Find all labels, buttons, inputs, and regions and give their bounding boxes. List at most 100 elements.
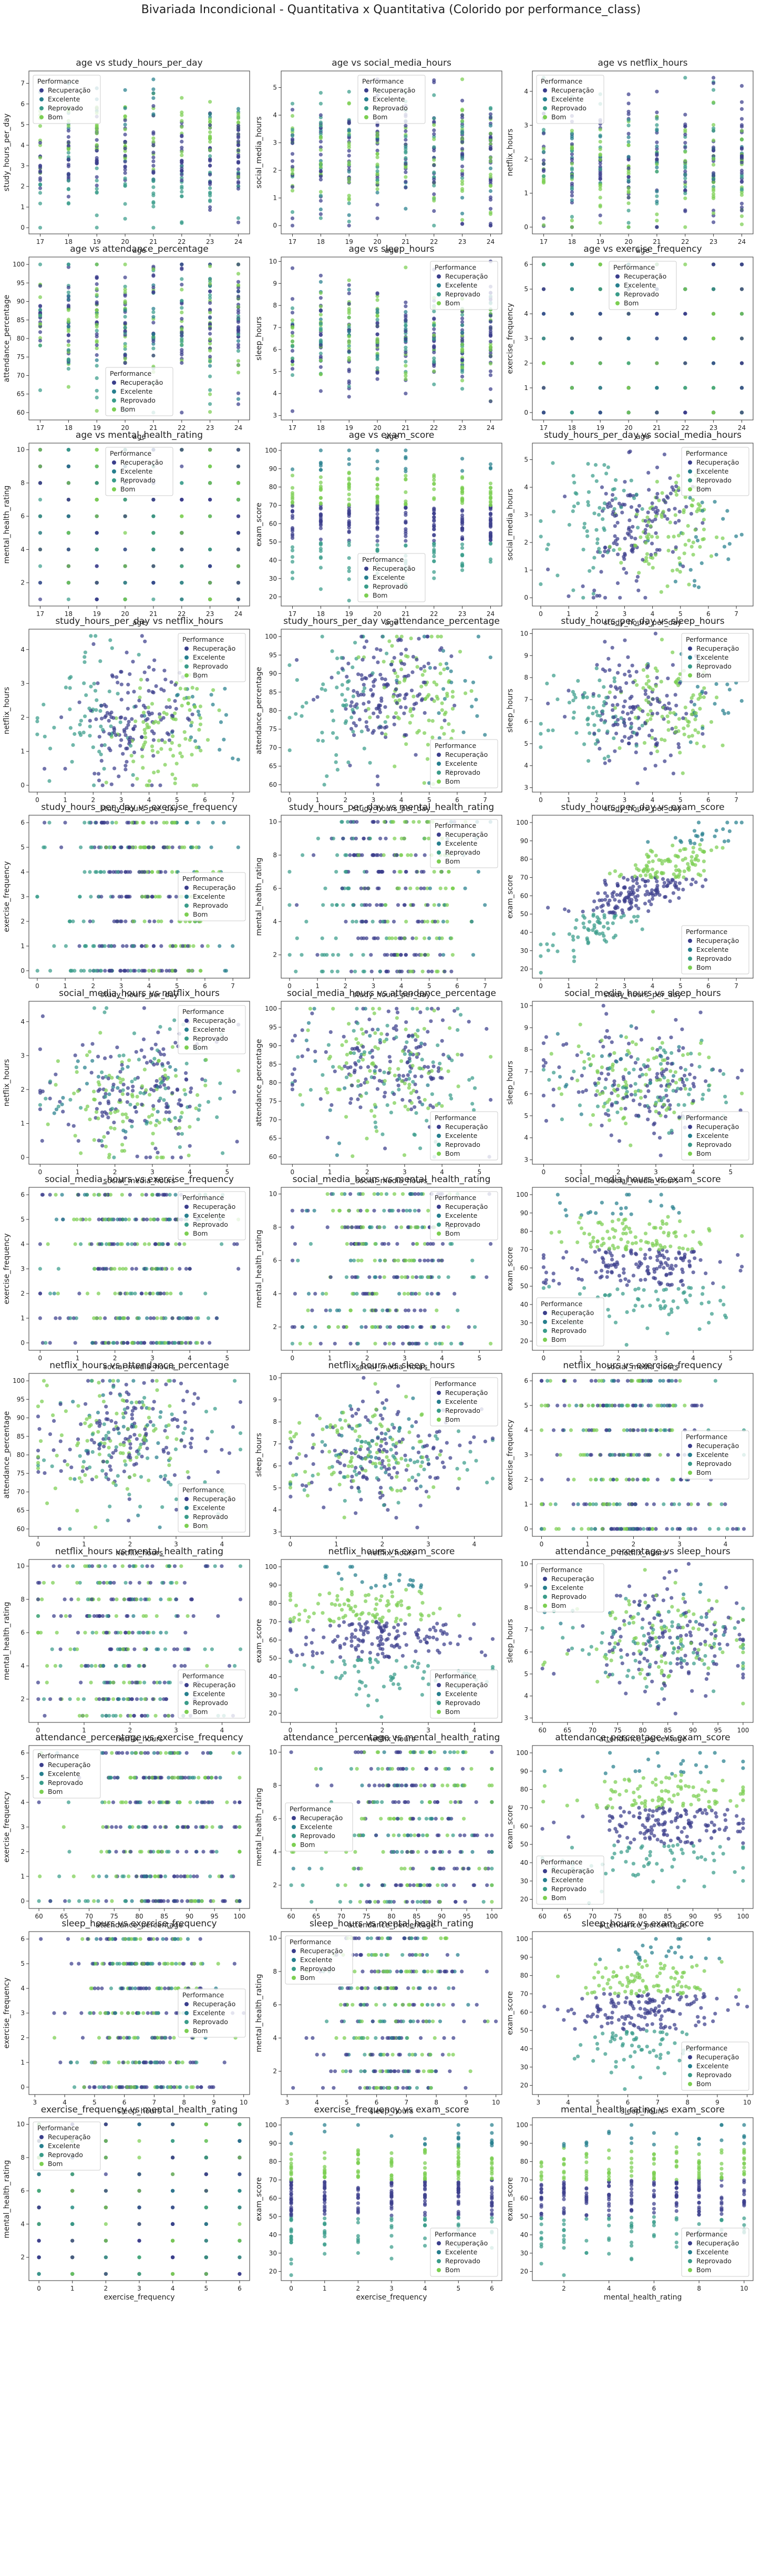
scatter-point	[699, 561, 704, 566]
scatter-point	[375, 169, 379, 173]
scatter-point	[316, 738, 321, 743]
scatter-point	[290, 509, 295, 514]
scatter-point	[402, 734, 407, 738]
scatter-point	[66, 109, 70, 114]
scatter-point	[655, 891, 659, 895]
legend-label: Bom	[445, 857, 460, 865]
scatter-point	[189, 845, 193, 849]
scatter-point	[642, 741, 647, 745]
scatter-point	[318, 541, 323, 546]
scatter-point	[541, 224, 546, 228]
scatter-point	[570, 142, 574, 146]
legend-marker	[364, 106, 368, 110]
x-tick-label: 6	[455, 796, 459, 804]
scatter-point	[626, 158, 631, 162]
scatter-point	[236, 116, 241, 120]
chart-title: age vs attendance_percentage	[70, 244, 208, 254]
scatter-point	[432, 146, 436, 150]
scatter-point	[186, 969, 190, 973]
x-axis-label: study_hours_per_day	[604, 619, 682, 627]
scatter-point	[371, 731, 375, 735]
scatter-point	[430, 969, 434, 973]
legend-label: Excelente	[120, 387, 153, 395]
scatter-point	[349, 836, 354, 840]
scatter-point	[334, 936, 338, 940]
scatter-point	[123, 114, 127, 118]
scatter-point	[357, 853, 362, 857]
scatter-point	[156, 721, 161, 725]
y-tick-label: 65	[269, 763, 277, 770]
scatter-point	[488, 136, 493, 141]
y-tick-label: 6	[273, 885, 277, 892]
scatter-point	[683, 188, 687, 192]
scatter-point	[38, 154, 43, 158]
scatter-point	[450, 690, 455, 694]
scatter-point	[693, 717, 697, 722]
scatter-point	[739, 175, 744, 179]
scatter-point	[375, 151, 379, 156]
scatter-point	[157, 712, 162, 716]
scatter-point	[38, 481, 43, 485]
legend-marker	[112, 381, 116, 385]
scatter-point	[598, 336, 602, 341]
y-tick-label: 6	[524, 261, 528, 268]
scatter-point	[379, 696, 384, 701]
scatter-point	[82, 969, 86, 973]
scatter-point	[447, 679, 451, 683]
scatter-point	[347, 325, 351, 330]
scatter-point	[38, 514, 43, 518]
scatter-point	[347, 349, 351, 354]
scatter-point	[197, 676, 201, 680]
scatter-point	[236, 481, 241, 485]
scatter-point	[315, 695, 320, 699]
scatter-point	[394, 953, 398, 957]
scatter-point	[123, 325, 127, 330]
scatter-point	[739, 173, 744, 177]
scatter-point	[123, 481, 127, 485]
scatter-point	[66, 531, 70, 535]
scatter-point	[352, 689, 356, 693]
scatter-point	[132, 690, 136, 694]
scatter-point	[626, 262, 631, 266]
scatter-point	[208, 564, 212, 568]
scatter-point	[648, 686, 652, 690]
scatter-point	[404, 156, 408, 160]
scatter-point	[598, 134, 602, 138]
scatter-point	[347, 198, 351, 202]
scatter-point	[187, 718, 191, 722]
scatter-point	[635, 683, 639, 687]
scatter-point	[393, 953, 397, 957]
scatter-point	[379, 725, 383, 730]
y-tick-label: 80	[17, 335, 25, 342]
x-tick-label: 19	[596, 424, 604, 432]
scatter-point	[598, 187, 602, 191]
scatter-point	[700, 500, 704, 505]
scatter-point	[139, 735, 144, 739]
scatter-point	[449, 736, 454, 741]
scatter-point	[236, 171, 241, 176]
scatter-point	[47, 779, 52, 783]
scatter-point	[151, 112, 156, 116]
scatter-point	[541, 174, 546, 178]
scatter-point	[404, 338, 408, 343]
scatter-point	[689, 700, 693, 704]
scatter-point	[488, 348, 493, 352]
scatter-point	[618, 596, 622, 600]
scatter-point	[347, 540, 351, 545]
scatter-point	[142, 670, 147, 674]
scatter-point	[604, 701, 608, 705]
scatter-point	[236, 262, 241, 266]
scatter-point	[208, 448, 212, 452]
scatter-point	[598, 361, 602, 365]
scatter-point	[173, 717, 178, 722]
scatter-point	[318, 130, 323, 135]
scatter-point	[38, 531, 43, 535]
scatter-point	[635, 876, 639, 880]
scatter-point	[236, 262, 241, 266]
y-tick-label: 9	[524, 652, 528, 659]
scatter-point	[488, 535, 493, 539]
scatter-point	[646, 700, 651, 704]
scatter-point	[66, 564, 70, 568]
